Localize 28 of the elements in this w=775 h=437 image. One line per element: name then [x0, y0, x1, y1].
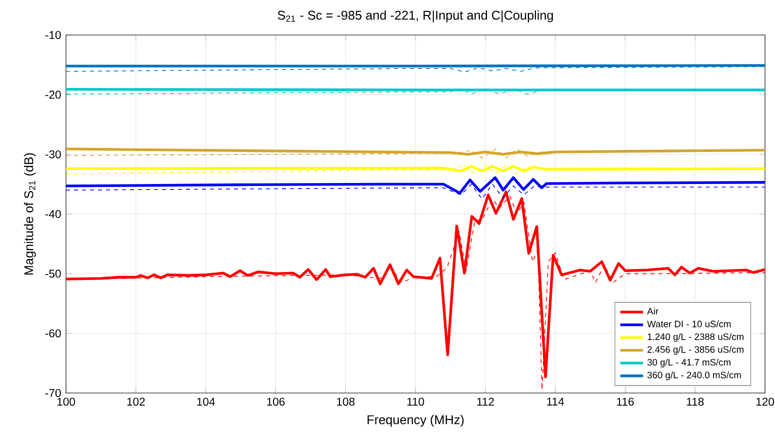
x-tick-label: 116: [617, 398, 634, 406]
line-series: [66, 176, 766, 194]
legend-label: Air: [647, 308, 658, 314]
x-tick-label: 100: [57, 398, 76, 406]
legend-label: 2.456 g/L - 3856 uS/cm: [648, 346, 744, 355]
legend-label: 1.240 g/L - 2388 uS/cm: [648, 333, 744, 342]
x-tick-label: 110: [407, 398, 424, 406]
y-axis-title: Magnitude of S$_{21}$ (dB): [24, 153, 36, 275]
x-tick-label: 102: [127, 398, 145, 406]
x-tick-label: 108: [337, 398, 355, 406]
y-tick-label: -10: [45, 31, 61, 40]
legend-label: Water DI - 10 uS/cm: [647, 320, 731, 328]
y-tick-label: -30: [45, 150, 61, 158]
x-axis-title: Frequency (MHz): [368, 414, 464, 427]
y-tick-label: -70: [45, 388, 61, 398]
y-tick-label: -40: [45, 210, 61, 218]
y-tick-label: -60: [45, 329, 61, 338]
x-tick-label: 118: [686, 398, 704, 406]
chart-title: S$_{21}$ - Sc = -985 and -221, R|Input and C|Coupling: [278, 10, 553, 22]
x-tick-label: 106: [267, 398, 285, 406]
y-tick-label: -20: [45, 90, 61, 99]
x-tick-label: 112: [477, 398, 494, 406]
x-tick-label: 114: [547, 398, 564, 406]
legend-label: 30 g/L - 41.7 mS/cm: [647, 358, 730, 368]
legend-label: 360 g/L - 240.0 mS/cm: [647, 371, 741, 380]
x-tick-label: 104: [197, 398, 215, 406]
y-tick-label: -50: [45, 270, 61, 278]
x-tick-label: 120: [756, 398, 774, 406]
